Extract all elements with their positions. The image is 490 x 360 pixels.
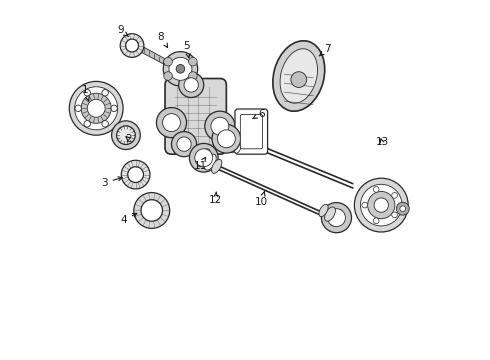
Circle shape <box>75 105 81 112</box>
Circle shape <box>374 198 389 212</box>
Circle shape <box>164 72 172 80</box>
Circle shape <box>177 137 191 151</box>
Circle shape <box>156 108 187 138</box>
Ellipse shape <box>235 142 241 153</box>
Circle shape <box>218 130 235 148</box>
Text: 6: 6 <box>253 109 265 119</box>
FancyBboxPatch shape <box>235 109 268 154</box>
Ellipse shape <box>330 210 343 226</box>
Text: 7: 7 <box>319 44 331 56</box>
Circle shape <box>327 209 345 226</box>
Circle shape <box>69 81 123 135</box>
FancyBboxPatch shape <box>165 78 226 154</box>
Circle shape <box>362 202 368 208</box>
Circle shape <box>291 72 307 87</box>
Circle shape <box>81 93 111 123</box>
Circle shape <box>184 78 198 92</box>
Circle shape <box>354 178 408 232</box>
Ellipse shape <box>204 154 216 170</box>
Ellipse shape <box>319 204 328 217</box>
Circle shape <box>117 126 135 144</box>
Circle shape <box>212 125 241 153</box>
Ellipse shape <box>212 159 222 173</box>
Circle shape <box>176 64 185 73</box>
Ellipse shape <box>223 133 233 150</box>
Circle shape <box>190 143 218 172</box>
Circle shape <box>205 111 235 141</box>
Circle shape <box>112 121 140 149</box>
Text: 3: 3 <box>101 177 122 188</box>
Ellipse shape <box>226 137 235 151</box>
Text: 13: 13 <box>375 138 389 147</box>
Circle shape <box>189 57 197 66</box>
Circle shape <box>179 72 204 98</box>
Circle shape <box>102 121 108 127</box>
Circle shape <box>122 160 150 189</box>
Circle shape <box>368 192 395 219</box>
Circle shape <box>74 87 118 130</box>
Ellipse shape <box>280 49 318 103</box>
Circle shape <box>87 99 105 117</box>
Circle shape <box>211 117 229 135</box>
Circle shape <box>141 200 163 221</box>
Text: 9: 9 <box>117 25 128 36</box>
Ellipse shape <box>197 149 211 167</box>
Circle shape <box>120 34 144 57</box>
Circle shape <box>163 51 197 86</box>
Polygon shape <box>142 46 177 71</box>
Text: 11: 11 <box>194 157 207 171</box>
Circle shape <box>195 149 213 167</box>
Circle shape <box>164 57 172 66</box>
Text: 5: 5 <box>184 41 190 58</box>
Text: 1: 1 <box>82 85 89 101</box>
Circle shape <box>102 90 108 96</box>
Circle shape <box>163 114 180 132</box>
Circle shape <box>373 186 379 192</box>
Ellipse shape <box>324 207 336 221</box>
Circle shape <box>84 90 91 96</box>
Circle shape <box>392 193 397 198</box>
Circle shape <box>321 203 351 233</box>
Ellipse shape <box>230 140 238 153</box>
Ellipse shape <box>273 41 325 111</box>
Circle shape <box>396 202 409 215</box>
Text: 12: 12 <box>209 192 222 205</box>
Circle shape <box>361 184 402 226</box>
Text: 8: 8 <box>157 32 168 48</box>
Circle shape <box>400 206 406 212</box>
Circle shape <box>125 39 139 52</box>
Circle shape <box>172 132 196 157</box>
Circle shape <box>169 57 192 80</box>
Text: 2: 2 <box>125 134 132 144</box>
Circle shape <box>134 193 170 228</box>
Text: 10: 10 <box>255 191 268 207</box>
Circle shape <box>111 105 117 112</box>
Circle shape <box>373 218 379 224</box>
FancyBboxPatch shape <box>240 114 263 149</box>
Circle shape <box>189 72 197 80</box>
Circle shape <box>128 167 144 183</box>
Circle shape <box>84 121 91 127</box>
Text: 4: 4 <box>121 213 137 225</box>
Circle shape <box>392 212 397 218</box>
